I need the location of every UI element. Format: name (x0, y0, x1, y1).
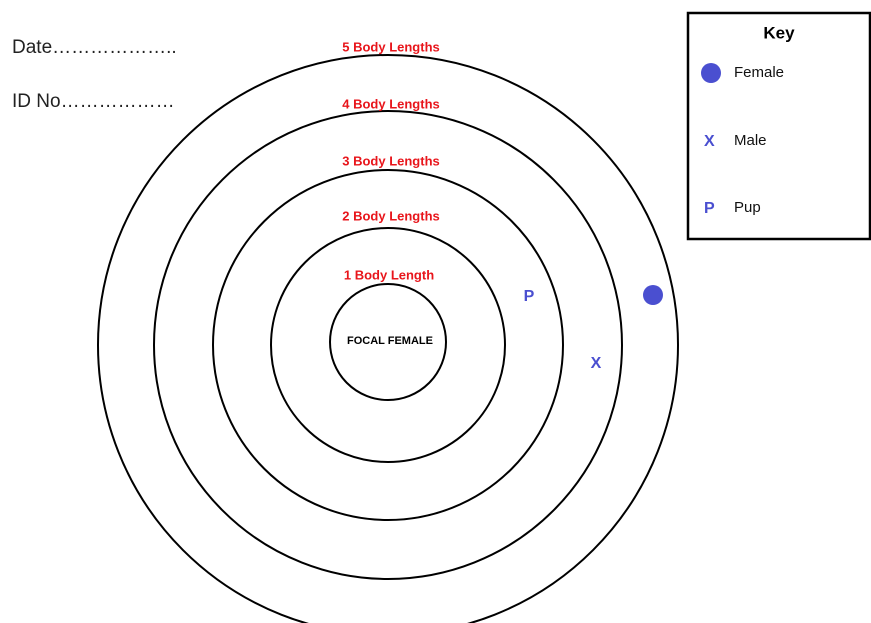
ring (97, 54, 679, 623)
id-field: ID No……………… (12, 91, 175, 112)
ring-label: 1 Body Length (344, 267, 434, 282)
key-label: Female (734, 64, 784, 81)
key-symbol: P (704, 200, 715, 217)
key-female-symbol (701, 63, 721, 83)
key-box (686, 11, 871, 241)
key-label: Pup (734, 199, 761, 216)
key-title: Key (763, 23, 795, 42)
key-label: Male (734, 132, 767, 149)
female-marker (643, 285, 663, 305)
ring (212, 169, 564, 521)
ring (329, 283, 447, 401)
ring-label: 3 Body Lengths (342, 153, 440, 168)
pup-marker: P (524, 288, 535, 305)
rings (97, 54, 679, 623)
ring-label: 4 Body Lengths (342, 96, 440, 111)
ring-label: 2 Body Lengths (342, 208, 440, 223)
ring-label: 5 Body Lengths (342, 39, 440, 54)
date-field: Date……………….. (12, 37, 177, 58)
male-marker: X (591, 355, 602, 372)
key-symbol: X (704, 133, 715, 150)
ring (270, 227, 506, 463)
center-label: FOCAL FEMALE (347, 335, 433, 347)
ring (153, 110, 623, 580)
